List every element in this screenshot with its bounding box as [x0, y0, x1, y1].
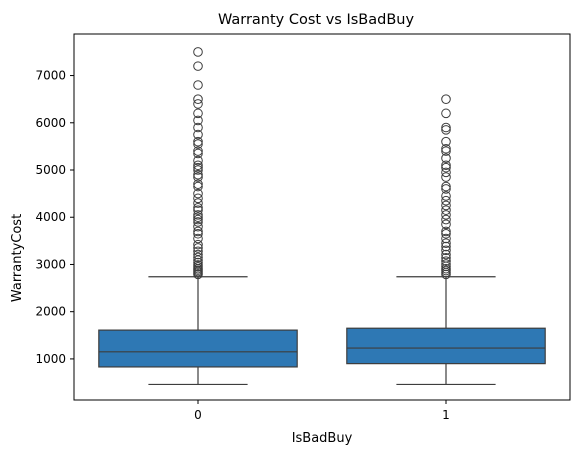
outlier-point	[193, 172, 203, 182]
y-tick-label: 3000	[35, 257, 66, 271]
outlier-point	[441, 167, 451, 178]
outlier-point	[193, 202, 203, 213]
outlier-point	[441, 249, 451, 260]
outlier-point	[441, 136, 451, 147]
outlier-point	[193, 99, 203, 109]
outlier-point	[441, 172, 451, 182]
outlier-point	[193, 260, 203, 270]
outlier-point	[193, 193, 203, 204]
outlier-point	[193, 188, 203, 199]
y-axis-label: WarrantyCost	[10, 214, 25, 302]
x-axis-label: IsBadBuy	[292, 431, 353, 446]
outlier-point	[441, 241, 451, 252]
outlier-point	[193, 139, 203, 149]
outlier-point	[193, 252, 203, 263]
outlier-point	[193, 228, 203, 239]
outlier-point	[193, 165, 203, 175]
outlier-point	[441, 153, 451, 164]
outlier-point	[193, 217, 203, 227]
outlier-point	[441, 245, 451, 256]
outlier-point	[441, 238, 451, 249]
outlier-point	[193, 94, 203, 104]
outlier-point	[193, 136, 203, 147]
outlier-point	[441, 200, 451, 211]
y-tick-label: 7000	[35, 69, 66, 83]
outlier-point	[193, 169, 203, 180]
outlier-point	[193, 239, 203, 250]
outlier-point	[441, 125, 451, 135]
outlier-point	[193, 243, 203, 253]
outlier-point	[441, 181, 451, 192]
y-tick-label: 1000	[35, 352, 66, 366]
outlier-point	[441, 219, 451, 230]
outlier-point	[441, 108, 451, 119]
outlier-point	[193, 214, 203, 225]
outlier-point	[441, 256, 451, 266]
iqr-box	[346, 327, 546, 365]
outlier-point	[193, 179, 203, 189]
outlier-point	[441, 214, 451, 225]
outlier-point	[441, 160, 451, 171]
outlier-point	[193, 61, 203, 71]
plot-area: 1000 2000 3000 4000 5000 6000 7000 0 1	[35, 33, 571, 422]
outlier-point	[193, 47, 203, 57]
y-tick-label: 2000	[35, 305, 66, 319]
outlier-point	[441, 122, 451, 133]
outlier-point	[193, 181, 203, 192]
outlier-point	[441, 228, 451, 239]
outlier-point	[193, 160, 203, 171]
outlier-point	[193, 162, 203, 173]
outlier-point	[441, 259, 451, 269]
outlier-point	[193, 146, 203, 156]
outlier-point	[193, 129, 203, 140]
outlier-point	[193, 249, 203, 260]
outlier-point	[193, 221, 203, 232]
outlier-point	[193, 122, 203, 133]
outlier-point	[441, 226, 451, 237]
outlier-point	[193, 108, 203, 119]
outlier-point	[193, 246, 203, 257]
y-tick-label: 6000	[35, 116, 66, 130]
x-tick-label: 0	[194, 408, 202, 422]
outlier-point	[441, 205, 451, 215]
outlier-point	[441, 184, 451, 194]
outlier-point	[441, 263, 451, 274]
iqr-box	[98, 329, 298, 368]
outlier-point	[193, 148, 203, 159]
outlier-point	[193, 198, 203, 208]
y-tick-label: 4000	[35, 210, 66, 224]
outlier-point	[193, 205, 203, 215]
chart-title: Warranty Cost vs IsBadBuy	[218, 12, 415, 28]
outlier-point	[193, 257, 203, 268]
outlier-point	[441, 162, 451, 173]
x-tick-label: 1	[442, 408, 450, 422]
outlier-point	[441, 253, 451, 263]
outlier-point	[441, 210, 451, 220]
outlier-point	[193, 212, 203, 223]
outlier-point	[441, 143, 451, 154]
outlier-point	[193, 233, 203, 244]
outlier-point	[193, 80, 203, 90]
outlier-point	[193, 226, 203, 237]
outlier-point	[441, 146, 451, 156]
outlier-point	[441, 233, 451, 244]
outlier-point	[441, 94, 451, 104]
outlier-point	[441, 191, 451, 201]
outlier-point	[441, 195, 451, 206]
outlier-point	[193, 210, 203, 220]
y-tick-label: 5000	[35, 163, 66, 177]
outlier-point	[193, 155, 203, 166]
outlier-point	[193, 115, 203, 126]
